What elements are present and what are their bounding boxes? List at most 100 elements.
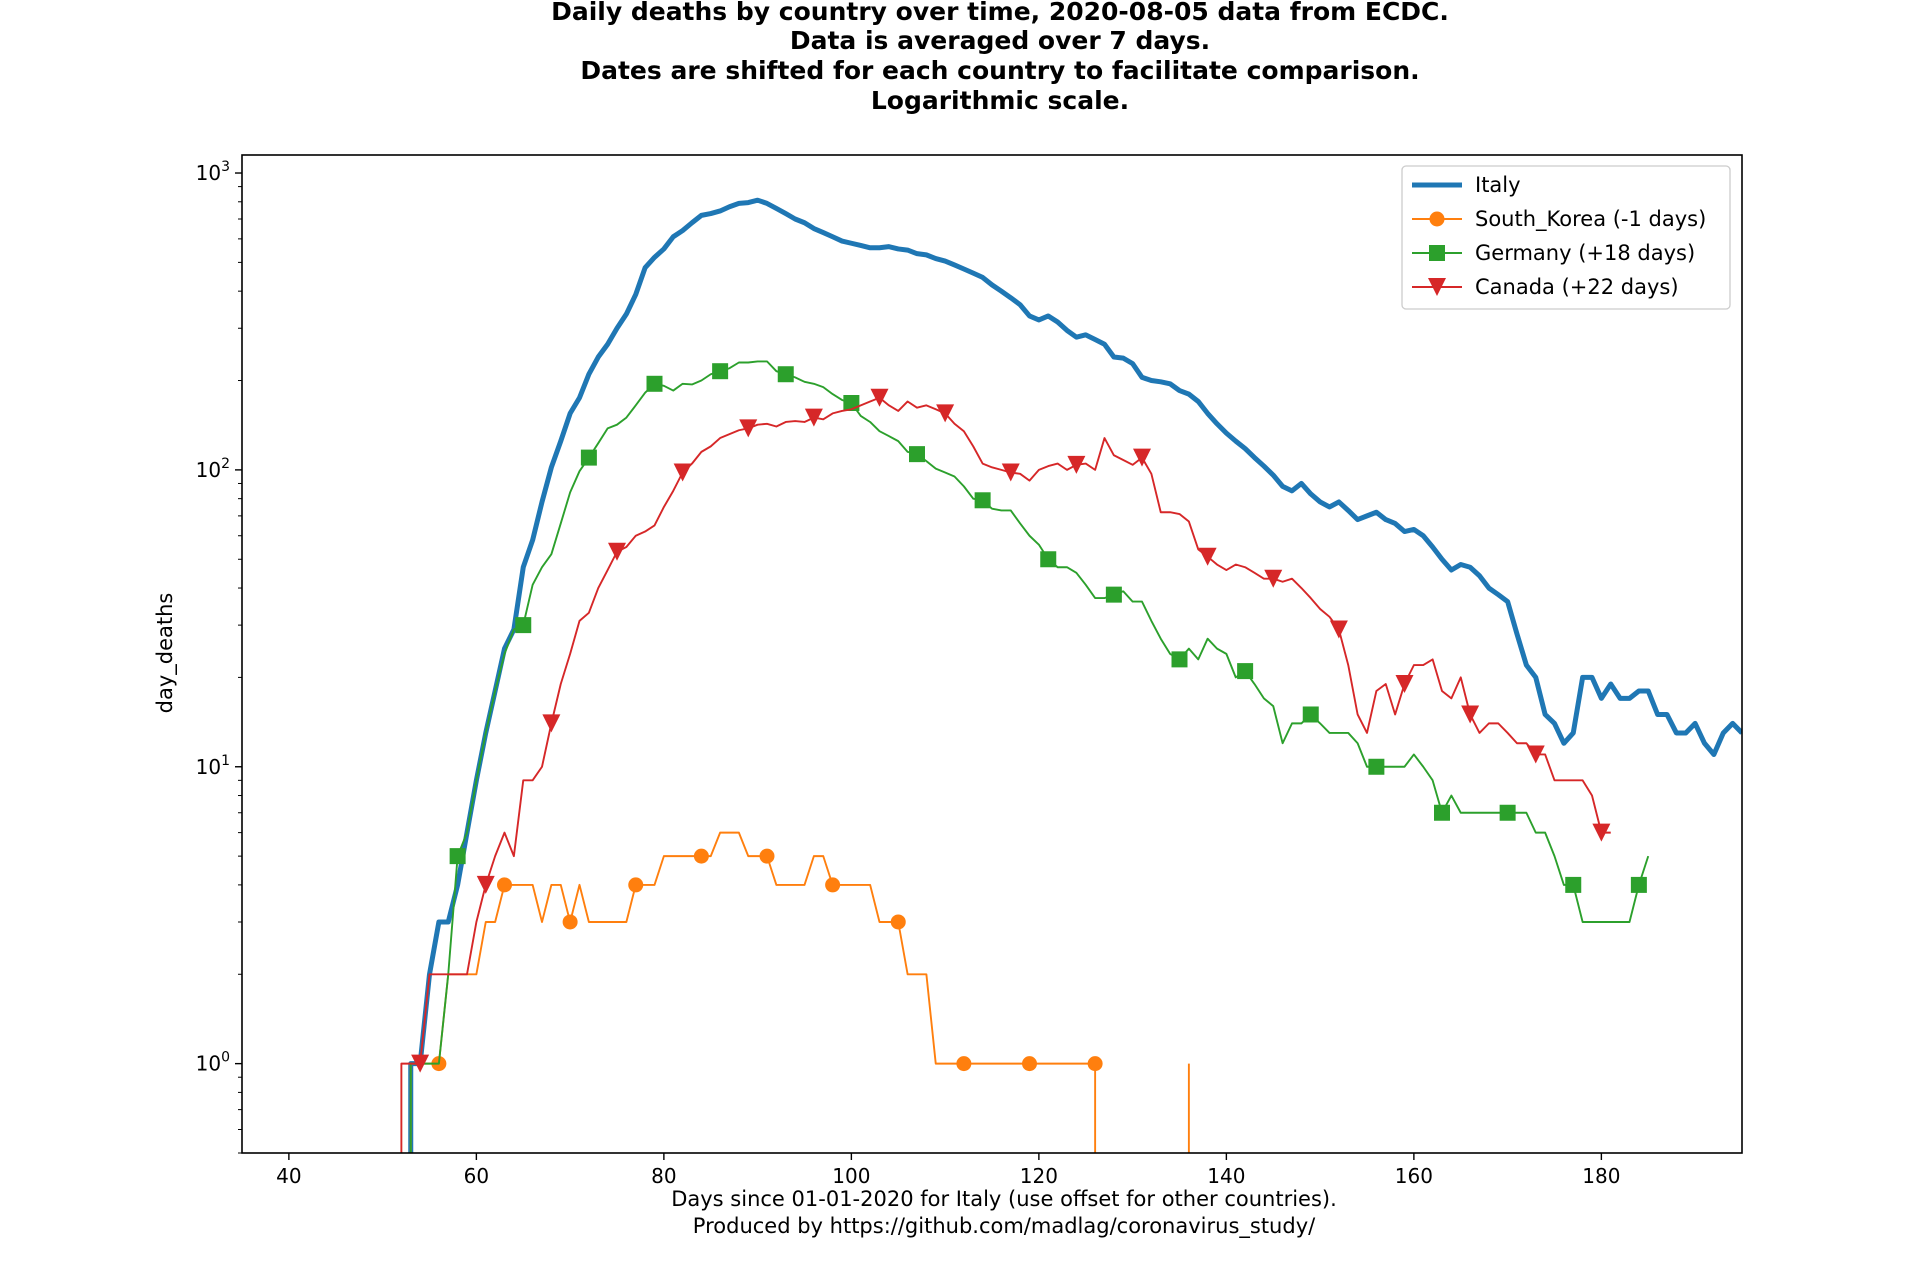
- legend-marker: [1428, 278, 1446, 296]
- data-point-marker: [1067, 455, 1086, 474]
- x-axis-label-line-1: Days since 01-01-2020 for Italy (use off…: [671, 1187, 1337, 1211]
- data-point-marker: [777, 366, 794, 383]
- y-tick-base: 10: [196, 458, 221, 482]
- x-axis: 40 60 80 100 120 140 160 180: [276, 1153, 1620, 1188]
- data-point-marker: [1237, 663, 1254, 680]
- y-axis-label: day_deaths: [153, 593, 178, 714]
- data-point-marker: [1329, 620, 1348, 639]
- series-line-south-korea-1-days: [409, 831, 1097, 1153]
- title-line-4: Logarithmic scale.: [871, 86, 1129, 115]
- data-point-marker: [1499, 804, 1516, 821]
- data-point-marker: [542, 714, 561, 733]
- legend-item-canada-22-days: Canada (+22 days): [1412, 275, 1679, 299]
- series-line-italy: [408, 197, 1742, 1153]
- chart-title: Daily deaths by country over time, 2020-…: [551, 0, 1449, 115]
- series-canada-22-days: [400, 388, 1611, 1153]
- legend-label: Germany (+18 days): [1475, 241, 1695, 265]
- legend-label: South_Korea (-1 days): [1475, 207, 1706, 232]
- data-point-marker: [1040, 551, 1057, 568]
- x-tick-label: 140: [1207, 1164, 1245, 1188]
- data-point-marker: [739, 419, 758, 438]
- data-point-marker: [936, 404, 955, 423]
- x-tick-label: 120: [1020, 1164, 1058, 1188]
- legend-box: [1401, 165, 1731, 310]
- data-point-marker: [956, 1056, 972, 1072]
- data-point-marker: [1368, 758, 1385, 775]
- data-point-marker: [974, 492, 991, 509]
- data-point-marker: [515, 617, 532, 634]
- data-point-marker: [1395, 675, 1414, 694]
- x-tick-label: 100: [832, 1164, 870, 1188]
- y-tick-base: 10: [196, 161, 221, 185]
- title-line-3: Dates are shifted for each country to fa…: [580, 56, 1419, 85]
- data-point-marker: [693, 848, 709, 864]
- data-point-marker: [1526, 745, 1545, 764]
- data-point-marker: [825, 877, 841, 893]
- legend-item-south-korea-1-days: South_Korea (-1 days): [1412, 207, 1706, 232]
- data-point-marker: [1592, 823, 1611, 842]
- series-layer: [400, 197, 1742, 1153]
- series-germany-18-days: [409, 360, 1650, 1153]
- data-point-marker: [759, 848, 775, 864]
- y-tick-exponent: 2: [221, 456, 230, 472]
- data-point-marker: [1133, 448, 1151, 467]
- title-line-1: Daily deaths by country over time, 2020-…: [551, 0, 1449, 26]
- data-point-marker: [497, 877, 512, 893]
- data-point-marker: [1264, 569, 1283, 588]
- x-axis-label-line-2: Produced by https://github.com/madlag/co…: [693, 1214, 1316, 1239]
- legend-label: Canada (+22 days): [1475, 275, 1679, 299]
- data-point-marker: [1302, 706, 1319, 723]
- x-tick-label: 60: [464, 1164, 489, 1188]
- data-point-marker: [562, 914, 578, 930]
- x-tick-label: 40: [276, 1164, 301, 1188]
- y-tick-exponent: 1: [221, 753, 230, 769]
- data-point-marker: [1105, 586, 1122, 603]
- data-point-marker: [673, 463, 692, 482]
- data-point-marker: [1198, 547, 1217, 566]
- legend-item-italy: Italy: [1412, 173, 1521, 197]
- data-point-marker: [1087, 1056, 1103, 1072]
- data-point-marker: [1630, 876, 1647, 893]
- x-tick-label: 180: [1582, 1164, 1620, 1188]
- data-point-marker: [449, 848, 466, 865]
- data-point-marker: [608, 542, 626, 561]
- y-tick-base: 10: [196, 1052, 221, 1076]
- y-tick-label: 103: [196, 159, 230, 185]
- plot-frame: [241, 154, 1743, 1154]
- series-south-korea-1-days: [409, 831, 1103, 1153]
- data-point-marker: [804, 408, 823, 427]
- y-tick-exponent: 0: [221, 1050, 230, 1066]
- data-point-marker: [646, 375, 663, 392]
- series-italy: [408, 197, 1742, 1153]
- y-tick-label: 101: [196, 753, 230, 779]
- legend: Italy South_Korea (-1 days) Germany (+18 d…: [1401, 165, 1731, 310]
- data-point-marker: [890, 914, 906, 930]
- data-point-marker: [411, 1054, 430, 1073]
- y-tick-exponent: 3: [221, 159, 230, 175]
- data-point-marker: [1171, 651, 1188, 668]
- data-point-marker: [580, 449, 597, 466]
- data-point-marker: [1461, 705, 1480, 724]
- data-point-marker: [909, 446, 925, 463]
- x-axis-label: Days since 01-01-2020 for Italy (use off…: [671, 1187, 1337, 1239]
- y-tick-label: 102: [196, 456, 230, 482]
- x-tick-label: 160: [1395, 1164, 1433, 1188]
- legend-item-germany-18-days: Germany (+18 days): [1412, 241, 1695, 265]
- legend-marker: [1429, 245, 1445, 261]
- title-line-2: Data is averaged over 7 days.: [790, 26, 1210, 55]
- legend-label: Italy: [1475, 173, 1521, 197]
- data-point-marker: [712, 363, 729, 380]
- legend-marker: [1429, 211, 1445, 227]
- data-point-marker: [476, 875, 495, 894]
- data-point-marker: [1434, 804, 1450, 821]
- y-tick-base: 10: [196, 755, 221, 779]
- data-point-marker: [1565, 876, 1582, 893]
- data-point-marker: [870, 388, 889, 407]
- x-tick-label: 80: [651, 1164, 676, 1188]
- data-point-marker: [1022, 1056, 1037, 1072]
- y-tick-label: 100: [196, 1050, 230, 1076]
- data-point-marker: [1001, 463, 1020, 482]
- data-point-marker: [628, 877, 644, 893]
